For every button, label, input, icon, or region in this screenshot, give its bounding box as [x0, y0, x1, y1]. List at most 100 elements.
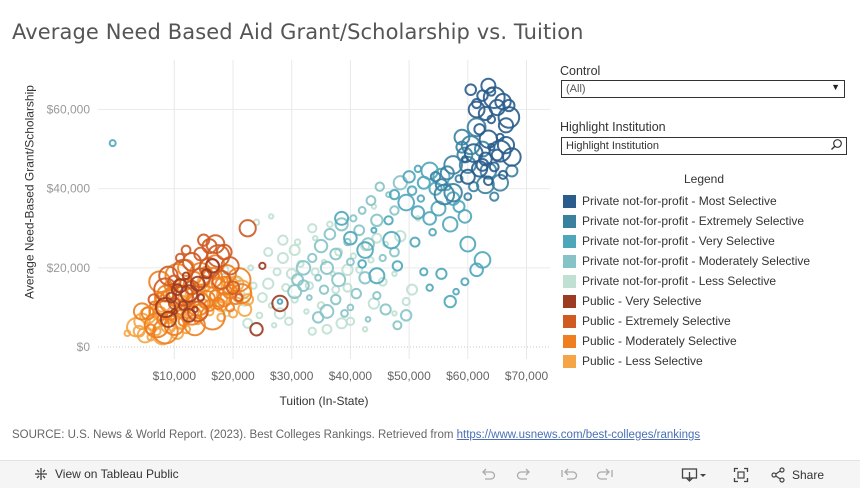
data-point[interactable]	[278, 253, 288, 263]
data-point[interactable]	[381, 304, 391, 314]
data-point[interactable]	[443, 217, 457, 231]
data-point[interactable]	[472, 99, 481, 108]
legend-item[interactable]: Private not-for-profit - Less Selective	[563, 271, 810, 291]
data-point[interactable]	[337, 318, 347, 328]
data-point[interactable]	[490, 193, 498, 201]
data-point[interactable]	[272, 323, 276, 327]
data-point[interactable]	[418, 195, 424, 201]
download-button[interactable]	[681, 466, 707, 483]
search-icon[interactable]	[830, 138, 843, 151]
data-point[interactable]	[258, 293, 267, 302]
data-point[interactable]	[371, 228, 376, 233]
data-point[interactable]	[315, 240, 327, 252]
data-point[interactable]	[415, 166, 421, 172]
legend-item[interactable]: Private not-for-profit - Very Selective	[563, 231, 810, 251]
legend-item[interactable]: Public - Very Selective	[563, 291, 810, 311]
data-point[interactable]	[182, 246, 191, 255]
data-point[interactable]	[453, 289, 459, 295]
data-point[interactable]	[369, 268, 384, 283]
data-point[interactable]	[366, 317, 371, 322]
data-point[interactable]	[445, 296, 456, 307]
dropdown-arrow-icon[interactable]: ▼	[831, 82, 840, 92]
data-point[interactable]	[398, 195, 414, 211]
data-point[interactable]	[359, 207, 366, 214]
data-point[interactable]	[393, 321, 401, 329]
data-point[interactable]	[259, 263, 265, 269]
data-point[interactable]	[368, 257, 373, 262]
data-point[interactable]	[307, 295, 312, 300]
data-point[interactable]	[315, 275, 321, 281]
data-point[interactable]	[363, 327, 367, 331]
data-point[interactable]	[309, 328, 316, 335]
data-point[interactable]	[401, 310, 411, 320]
data-point[interactable]	[269, 214, 273, 218]
data-point[interactable]	[392, 272, 396, 276]
data-point[interactable]	[392, 311, 396, 315]
data-point[interactable]	[384, 216, 392, 224]
data-point[interactable]	[341, 310, 348, 317]
data-point[interactable]	[308, 254, 316, 262]
data-point[interactable]	[465, 84, 476, 95]
data-point[interactable]	[394, 176, 407, 189]
data-point[interactable]	[426, 284, 432, 290]
data-point[interactable]	[331, 295, 340, 304]
control-filter-select[interactable]: (All) ▼	[561, 80, 845, 98]
data-point[interactable]	[250, 323, 262, 335]
data-point[interactable]	[323, 325, 332, 334]
data-point[interactable]	[420, 268, 427, 275]
data-point[interactable]	[393, 261, 402, 270]
undo-button[interactable]	[480, 466, 496, 483]
fullscreen-button[interactable]	[733, 466, 749, 483]
data-point[interactable]	[327, 222, 332, 227]
data-point[interactable]	[313, 236, 317, 240]
data-point[interactable]	[459, 210, 472, 223]
data-point[interactable]	[429, 229, 436, 236]
redo-button[interactable]	[516, 466, 532, 483]
share-button[interactable]: Share	[770, 466, 824, 483]
data-point[interactable]	[304, 309, 308, 313]
data-point[interactable]	[325, 229, 336, 240]
data-point[interactable]	[295, 239, 300, 244]
data-point[interactable]	[125, 330, 131, 336]
legend-item[interactable]: Private not-for-profit - Most Selective	[563, 191, 810, 211]
data-point[interactable]	[350, 215, 356, 221]
data-point[interactable]	[308, 224, 316, 232]
data-point[interactable]	[198, 294, 204, 300]
data-points[interactable]	[110, 79, 521, 345]
legend-item[interactable]: Private not-for-profit - Extremely Selec…	[563, 211, 810, 231]
data-point[interactable]	[320, 285, 328, 293]
data-point[interactable]	[410, 238, 419, 247]
data-point[interactable]	[462, 156, 468, 162]
data-point[interactable]	[313, 312, 323, 322]
data-point[interactable]	[257, 313, 263, 319]
data-point[interactable]	[423, 212, 436, 225]
data-point[interactable]	[475, 252, 491, 268]
forward-button[interactable]	[596, 466, 614, 483]
revert-button[interactable]	[560, 466, 578, 483]
legend-item[interactable]: Public - Extremely Selective	[563, 311, 810, 331]
data-point[interactable]	[376, 183, 384, 191]
data-point[interactable]	[264, 248, 272, 256]
data-point[interactable]	[274, 268, 281, 275]
data-point[interactable]	[110, 140, 116, 146]
data-point[interactable]	[371, 215, 382, 226]
legend-item[interactable]: Public - Less Selective	[563, 351, 810, 371]
data-point[interactable]	[278, 236, 287, 245]
legend-item[interactable]: Public - Moderately Selective	[563, 331, 810, 351]
data-point[interactable]	[358, 260, 366, 268]
data-point[interactable]	[390, 206, 398, 214]
data-point[interactable]	[436, 269, 446, 279]
data-point[interactable]	[290, 245, 300, 255]
data-point[interactable]	[278, 299, 283, 304]
data-point[interactable]	[240, 220, 256, 236]
data-point[interactable]	[263, 279, 273, 289]
view-on-tableau-public-link[interactable]: View on Tableau Public	[34, 467, 179, 481]
source-link[interactable]: https://www.usnews.com/best-colleges/ran…	[457, 429, 701, 441]
data-point[interactable]	[352, 289, 361, 298]
highlight-institution-input[interactable]: Highlight Institution	[561, 137, 847, 155]
data-point[interactable]	[380, 255, 386, 261]
legend-item[interactable]: Private not-for-profit - Moderately Sele…	[563, 251, 810, 271]
data-point[interactable]	[407, 285, 417, 295]
data-point[interactable]	[367, 196, 376, 205]
data-point[interactable]	[332, 273, 345, 286]
